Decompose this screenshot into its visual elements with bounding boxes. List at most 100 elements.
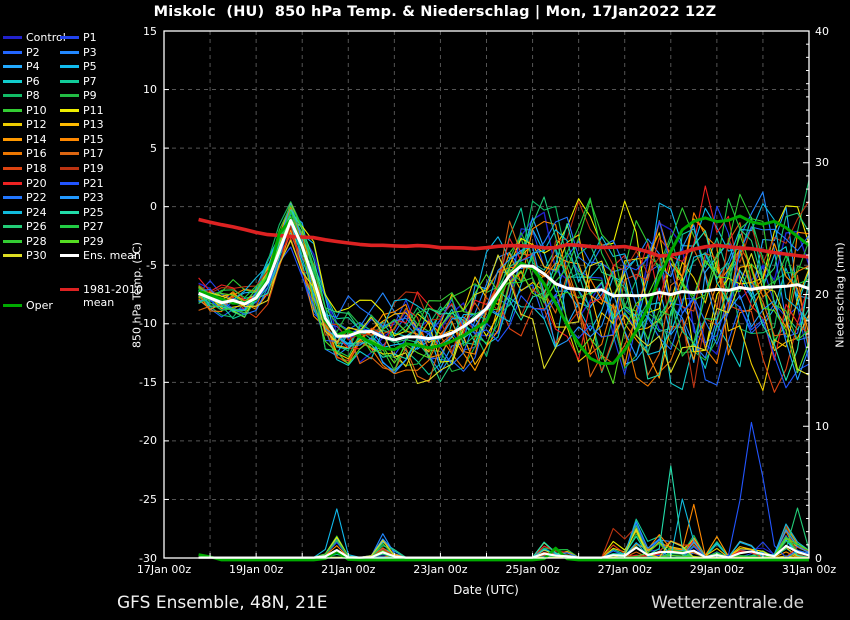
legend-item-p7-label: P7 <box>83 74 97 88</box>
legend-item-oper-label: Oper <box>26 299 53 312</box>
legend-item-p9-swatch <box>60 94 79 98</box>
legend-item-p2-swatch <box>3 50 22 54</box>
legend-item-p10-swatch <box>3 108 22 112</box>
legend-item-p15-label: P15 <box>83 132 104 146</box>
member-precip-p5 <box>198 508 810 558</box>
legend-item-p2-label: P2 <box>26 45 40 59</box>
legend-item-p18-swatch <box>3 166 22 170</box>
legend-item-p29-label: P29 <box>83 234 104 248</box>
y-right-tick-30: 30 <box>815 156 829 170</box>
legend-item-p20-swatch <box>3 181 22 185</box>
legend-item-p13-label: P13 <box>83 118 104 132</box>
legend-item-ens-mean-label: Ens. mean <box>83 249 141 263</box>
member-temp-p25 <box>198 209 810 381</box>
legend-item-p30-swatch <box>3 254 22 258</box>
legend-item-p6-label: P6 <box>26 74 40 88</box>
legend-item-p7-swatch <box>60 79 79 83</box>
y-right-tick-0: 0 <box>815 551 822 565</box>
y-right-tick-40: 40 <box>815 24 829 38</box>
x-tick-14: 31Jan 00z <box>781 563 837 576</box>
y-left-tick-5: 5 <box>150 141 157 155</box>
x-tick-6: 23Jan 00z <box>413 563 468 576</box>
legend-item-p27-swatch <box>60 225 79 229</box>
y-left-tick--5: -5 <box>146 258 157 272</box>
legend-item-p21-label: P21 <box>83 176 104 190</box>
legend-item-p1-swatch <box>60 36 79 39</box>
y-left-tick--15: -15 <box>139 375 157 389</box>
y-left-tick-10: 10 <box>143 83 157 97</box>
legend-item-p28-label: P28 <box>26 234 47 248</box>
legend-item-p16-label: P16 <box>26 147 47 161</box>
y-right-tick-10: 10 <box>815 419 829 433</box>
legend-item-ens-mean-swatch <box>60 254 79 258</box>
x-tick-12: 29Jan 00z <box>689 563 744 576</box>
legend-item-p6-swatch <box>3 79 22 83</box>
y-left-tick--30: -30 <box>139 551 157 565</box>
legend-item-p4-label: P4 <box>26 60 40 74</box>
legend-item-p1-label: P1 <box>83 31 97 44</box>
legend-item-p12-label: P12 <box>26 118 47 132</box>
member-temp-p26 <box>198 196 810 383</box>
legend-item-p10-label: P10 <box>26 103 47 117</box>
legend-item-p9-label: P9 <box>83 89 97 103</box>
x-tick-2: 19Jan 00z <box>229 563 284 576</box>
y-left-tick-0: 0 <box>150 200 157 214</box>
member-temp-p8 <box>198 179 810 360</box>
legend-item-p8-label: P8 <box>26 89 40 103</box>
legend-item-p16-swatch <box>3 152 22 156</box>
legend-item-p22-label: P22 <box>26 191 47 205</box>
footer-brand: Wetterzentrale.de <box>651 593 805 613</box>
legend-item-p13-swatch <box>60 123 79 127</box>
legend-item-p8-swatch <box>3 94 22 98</box>
legend-item-p24-swatch <box>3 210 22 214</box>
legend-item-p4-swatch <box>3 65 22 69</box>
member-precip-p26 <box>198 507 810 558</box>
legend-item-p23-label: P23 <box>83 191 104 205</box>
legend-item-p24-label: P24 <box>26 205 47 219</box>
legend-item-p30-label: P30 <box>26 249 47 263</box>
x-tick-4: 21Jan 00z <box>321 563 376 576</box>
ens-mean-temp-line <box>198 219 810 342</box>
oper-precip-line <box>198 546 809 562</box>
legend-item-clim-mean-swatch <box>60 288 79 291</box>
y-right-tick-20: 20 <box>815 288 829 301</box>
legend-item-clim-mean-line2: mean <box>83 296 115 309</box>
y-left-tick--25: -25 <box>139 492 157 506</box>
legend-item-control-swatch <box>3 36 22 39</box>
legend-item-p17-label: P17 <box>83 147 104 161</box>
legend-item-p20-label: P20 <box>26 176 47 190</box>
legend-item-control-label: Control <box>26 31 66 44</box>
axes <box>163 30 810 559</box>
legend-item-p14-swatch <box>3 137 22 141</box>
legend-item-p14-label: P14 <box>26 132 47 146</box>
x-axis-title: Date (UTC) <box>453 583 519 597</box>
x-tick-0: 17Jan 00z <box>136 563 192 576</box>
legend-item-p28-swatch <box>3 239 22 243</box>
legend-item-p18-label: P18 <box>26 161 47 175</box>
legend-item-p3-label: P3 <box>83 45 97 59</box>
legend-item-p26-label: P26 <box>26 220 47 234</box>
legend-item-p11-swatch <box>60 108 79 112</box>
legend: Control P1 P2 P3 P4 P5 P6 P7 P8 P9 P10 P11 P12 P13 P14… <box>0 0 143 330</box>
legend-item-p27-label: P27 <box>83 220 104 234</box>
legend-item-p26-swatch <box>3 225 22 229</box>
member-temp-p30 <box>198 239 810 385</box>
legend-item-p17-swatch <box>60 152 79 156</box>
legend-item-p11-label: P11 <box>83 103 104 117</box>
x-tick-8: 25Jan 00z <box>505 563 560 576</box>
legend-item-p12-swatch <box>3 123 22 127</box>
footer-model-info: GFS Ensemble, 48N, 21E <box>117 593 328 613</box>
legend-item-p5-swatch <box>60 65 79 69</box>
legend-item-clim-mean-label: 1981-2010 <box>83 283 143 296</box>
legend-item-p25-swatch <box>60 210 79 214</box>
y-left-tick-15: 15 <box>143 24 157 38</box>
member-temp-p28 <box>198 193 810 372</box>
legend-item-p15-swatch <box>60 137 79 141</box>
ensemble-lines <box>198 179 810 562</box>
legend-item-oper-swatch <box>3 304 22 307</box>
y-axis-right-title: Niederschlag (mm) <box>833 242 847 348</box>
member-temp-p23 <box>198 203 810 381</box>
clim-mean-line <box>198 217 810 259</box>
x-tick-10: 27Jan 00z <box>597 563 652 576</box>
